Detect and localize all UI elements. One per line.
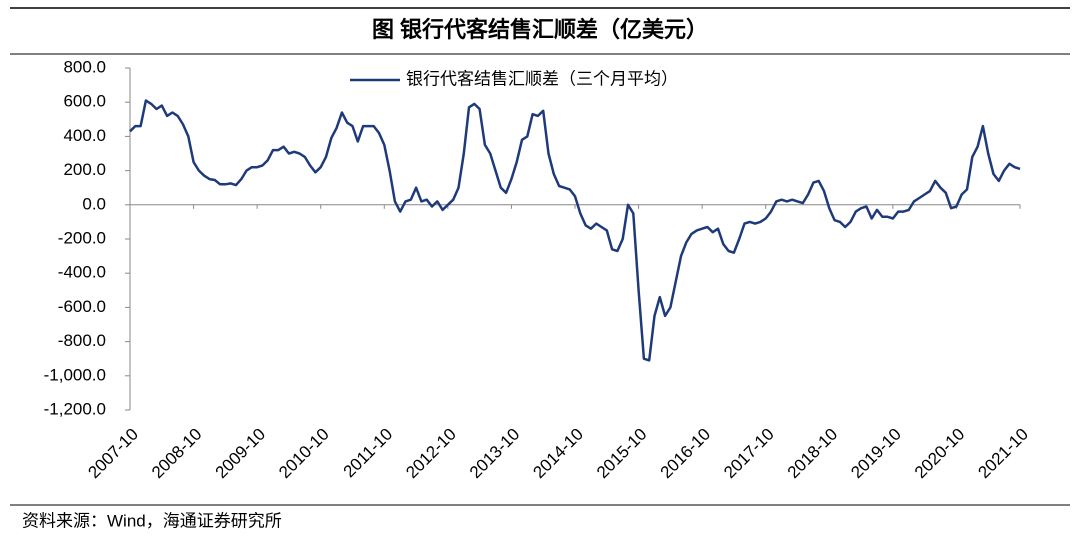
x-tick-label: 2015-10 <box>593 425 651 483</box>
x-tick-label: 2021-10 <box>974 425 1032 483</box>
y-tick-label: 400.0 <box>63 126 106 145</box>
y-tick-label: -800.0 <box>58 331 106 350</box>
y-tick-label: 0.0 <box>82 194 106 213</box>
y-tick-label: -1,200.0 <box>44 399 106 418</box>
y-tick-label: -1,000.0 <box>44 365 106 384</box>
x-tick-label: 2020-10 <box>911 425 969 483</box>
x-tick-label: 2014-10 <box>529 425 587 483</box>
y-tick-label: -600.0 <box>58 297 106 316</box>
y-tick-label: 200.0 <box>63 160 106 179</box>
y-tick-label: 600.0 <box>63 92 106 111</box>
legend-label: 银行代客结售汇顺差（三个月平均） <box>406 69 678 88</box>
x-tick-label: 2013-10 <box>466 425 524 483</box>
y-tick-label: -400.0 <box>58 263 106 282</box>
chart-title: 图 银行代客结售汇顺差（亿美元） <box>372 17 708 42</box>
x-tick-label: 2017-10 <box>720 425 778 483</box>
x-tick-label: 2009-10 <box>212 425 270 483</box>
line-series <box>129 99 1021 362</box>
x-tick-label: 2019-10 <box>847 425 905 483</box>
x-tick-label: 2010-10 <box>275 425 333 483</box>
x-tick-label: 2012-10 <box>402 425 460 483</box>
y-tick-label: 800.0 <box>63 57 106 76</box>
y-tick-label: -200.0 <box>58 228 106 247</box>
source-note: 资料来源：Wind，海通证券研究所 <box>22 511 282 530</box>
x-tick-label: 2007-10 <box>84 425 142 483</box>
x-tick-label: 2008-10 <box>148 425 206 483</box>
x-tick-label: 2011-10 <box>340 425 397 482</box>
x-tick-label: 2018-10 <box>784 425 842 483</box>
x-tick-label: 2016-10 <box>657 425 715 483</box>
